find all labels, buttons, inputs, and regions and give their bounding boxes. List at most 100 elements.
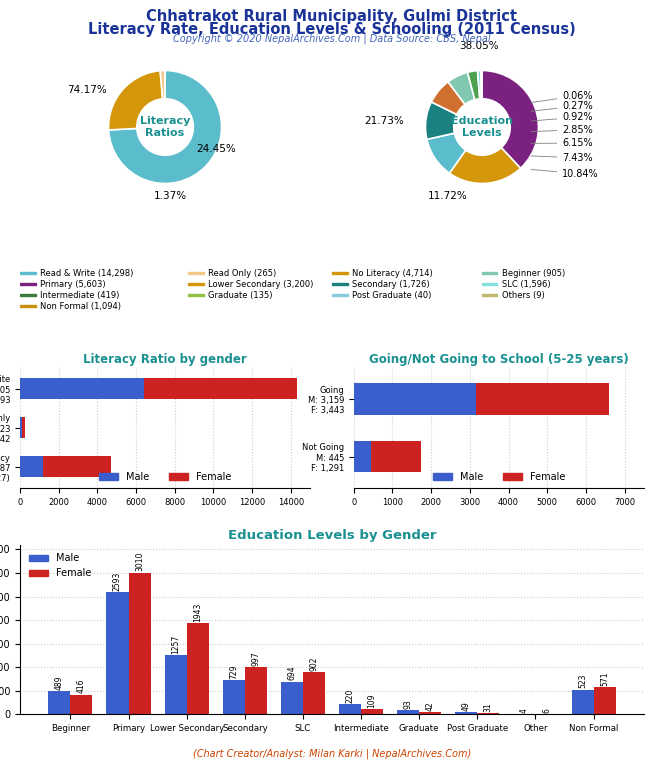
Bar — [129, 572, 151, 714]
Text: 1257: 1257 — [171, 634, 180, 654]
Bar — [476, 383, 610, 415]
Text: 6.15%: 6.15% — [531, 138, 593, 148]
Bar — [165, 655, 187, 714]
Bar — [222, 680, 245, 714]
Text: No Literacy (4,714): No Literacy (4,714) — [352, 269, 433, 277]
Bar — [23, 417, 25, 439]
Text: Lower Secondary (3,200): Lower Secondary (3,200) — [208, 280, 314, 289]
Bar — [20, 378, 144, 399]
Text: 489: 489 — [55, 676, 64, 690]
Bar — [339, 704, 361, 714]
Text: (Chart Creator/Analyst: Milan Karki | NepalArchives.Com): (Chart Creator/Analyst: Milan Karki | Ne… — [193, 748, 471, 759]
Text: Read Only (265): Read Only (265) — [208, 269, 277, 277]
Text: 6: 6 — [542, 708, 551, 713]
Text: Others (9): Others (9) — [502, 290, 544, 300]
FancyBboxPatch shape — [20, 283, 36, 285]
Bar — [572, 690, 594, 714]
Wedge shape — [109, 71, 163, 130]
Text: Literacy
Ratios: Literacy Ratios — [140, 116, 191, 137]
Bar — [187, 623, 208, 714]
FancyBboxPatch shape — [189, 272, 204, 274]
Text: 729: 729 — [229, 664, 238, 679]
Text: 571: 571 — [600, 672, 609, 686]
Text: 2593: 2593 — [113, 571, 122, 591]
Wedge shape — [427, 133, 465, 173]
Text: 2.85%: 2.85% — [531, 124, 593, 134]
Bar — [303, 672, 325, 714]
Wedge shape — [467, 71, 480, 100]
FancyBboxPatch shape — [20, 305, 36, 307]
Text: Copyright © 2020 NepalArchives.Com | Data Source: CBS, Nepal: Copyright © 2020 NepalArchives.Com | Dat… — [173, 34, 491, 45]
Bar — [419, 712, 442, 714]
Legend: Male, Female: Male, Female — [25, 550, 95, 582]
Wedge shape — [477, 71, 481, 99]
Text: Post Graduate (40): Post Graduate (40) — [352, 290, 432, 300]
Title: Education Levels by Gender: Education Levels by Gender — [228, 529, 436, 542]
FancyBboxPatch shape — [20, 272, 36, 274]
Text: Graduate (135): Graduate (135) — [208, 290, 273, 300]
Text: 220: 220 — [345, 688, 355, 703]
FancyBboxPatch shape — [482, 272, 497, 274]
Bar — [477, 713, 499, 714]
Bar — [594, 687, 616, 714]
Bar — [354, 383, 476, 415]
Text: 694: 694 — [288, 666, 296, 680]
Text: SLC (1,596): SLC (1,596) — [502, 280, 550, 289]
Bar — [456, 712, 477, 714]
FancyBboxPatch shape — [332, 294, 348, 296]
Text: 523: 523 — [578, 674, 587, 688]
Bar — [144, 378, 297, 399]
Text: 0.92%: 0.92% — [531, 112, 593, 122]
Text: 49: 49 — [461, 701, 471, 710]
Text: Read & Write (14,298): Read & Write (14,298) — [40, 269, 133, 277]
Bar — [43, 456, 111, 478]
Text: 416: 416 — [77, 679, 86, 694]
Bar — [397, 710, 419, 714]
Text: 0.06%: 0.06% — [531, 91, 593, 103]
Bar — [70, 694, 92, 714]
FancyBboxPatch shape — [482, 294, 497, 296]
Legend: Male, Female: Male, Female — [95, 468, 235, 486]
FancyBboxPatch shape — [20, 294, 36, 296]
Bar — [106, 592, 129, 714]
FancyBboxPatch shape — [482, 283, 497, 285]
Text: 24.45%: 24.45% — [196, 144, 236, 154]
Text: 1.37%: 1.37% — [154, 191, 187, 201]
Wedge shape — [448, 72, 475, 104]
Text: 38.05%: 38.05% — [459, 41, 499, 51]
Text: Secondary (1,726): Secondary (1,726) — [352, 280, 430, 289]
FancyBboxPatch shape — [332, 283, 348, 285]
Wedge shape — [450, 147, 521, 184]
Text: Chhatrakot Rural Municipality, Gulmi District: Chhatrakot Rural Municipality, Gulmi Dis… — [147, 9, 517, 25]
Text: 31: 31 — [484, 702, 493, 712]
Text: Non Formal (1,094): Non Formal (1,094) — [40, 302, 121, 310]
Text: 109: 109 — [368, 694, 376, 708]
Text: 997: 997 — [252, 651, 260, 666]
Bar — [20, 417, 23, 439]
FancyBboxPatch shape — [189, 283, 204, 285]
Wedge shape — [109, 71, 222, 184]
Text: 74.17%: 74.17% — [67, 85, 107, 95]
Text: 7.43%: 7.43% — [531, 153, 593, 163]
Bar — [361, 709, 383, 714]
Wedge shape — [482, 71, 539, 168]
Text: 3010: 3010 — [135, 552, 144, 571]
Wedge shape — [426, 102, 457, 139]
Bar — [281, 681, 303, 714]
Text: 10.84%: 10.84% — [531, 169, 599, 179]
Text: Primary (5,603): Primary (5,603) — [40, 280, 106, 289]
Legend: Male, Female: Male, Female — [429, 468, 569, 486]
FancyBboxPatch shape — [189, 294, 204, 296]
Text: 0.27%: 0.27% — [531, 101, 593, 111]
Bar — [354, 441, 371, 472]
Text: 4: 4 — [520, 708, 529, 713]
Bar — [245, 667, 267, 714]
Wedge shape — [432, 82, 465, 114]
Text: 11.72%: 11.72% — [428, 191, 468, 201]
Wedge shape — [481, 71, 482, 99]
Text: Intermediate (419): Intermediate (419) — [40, 290, 120, 300]
Title: Going/Not Going to School (5-25 years): Going/Not Going to School (5-25 years) — [369, 353, 629, 366]
FancyBboxPatch shape — [332, 272, 348, 274]
Text: Beginner (905): Beginner (905) — [502, 269, 565, 277]
Text: 902: 902 — [309, 656, 319, 670]
